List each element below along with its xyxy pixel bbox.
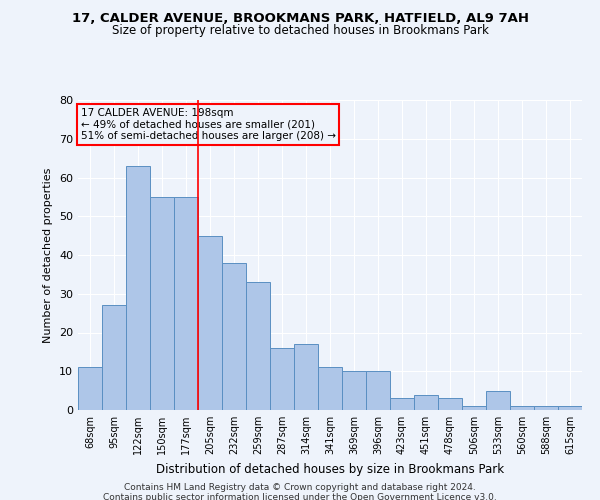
Text: 17, CALDER AVENUE, BROOKMANS PARK, HATFIELD, AL9 7AH: 17, CALDER AVENUE, BROOKMANS PARK, HATFI… <box>71 12 529 26</box>
Bar <box>126 166 150 410</box>
Text: Contains HM Land Registry data © Crown copyright and database right 2024.: Contains HM Land Registry data © Crown c… <box>124 482 476 492</box>
Bar <box>270 348 294 410</box>
Bar <box>78 368 102 410</box>
Bar <box>342 371 366 410</box>
Bar <box>366 371 390 410</box>
Text: Contains public sector information licensed under the Open Government Licence v3: Contains public sector information licen… <box>103 492 497 500</box>
Bar <box>198 236 222 410</box>
X-axis label: Distribution of detached houses by size in Brookmans Park: Distribution of detached houses by size … <box>156 462 504 475</box>
Bar <box>318 368 342 410</box>
Y-axis label: Number of detached properties: Number of detached properties <box>43 168 53 342</box>
Text: Size of property relative to detached houses in Brookmans Park: Size of property relative to detached ho… <box>112 24 488 37</box>
Bar <box>438 398 462 410</box>
Bar <box>390 398 414 410</box>
Bar <box>486 390 510 410</box>
Bar <box>558 406 582 410</box>
Bar <box>294 344 318 410</box>
Bar <box>102 306 126 410</box>
Bar <box>246 282 270 410</box>
Bar <box>510 406 534 410</box>
Bar <box>534 406 558 410</box>
Text: 17 CALDER AVENUE: 198sqm
← 49% of detached houses are smaller (201)
51% of semi-: 17 CALDER AVENUE: 198sqm ← 49% of detach… <box>80 108 335 141</box>
Bar <box>174 197 198 410</box>
Bar <box>222 263 246 410</box>
Bar <box>462 406 486 410</box>
Bar <box>414 394 438 410</box>
Bar <box>150 197 174 410</box>
